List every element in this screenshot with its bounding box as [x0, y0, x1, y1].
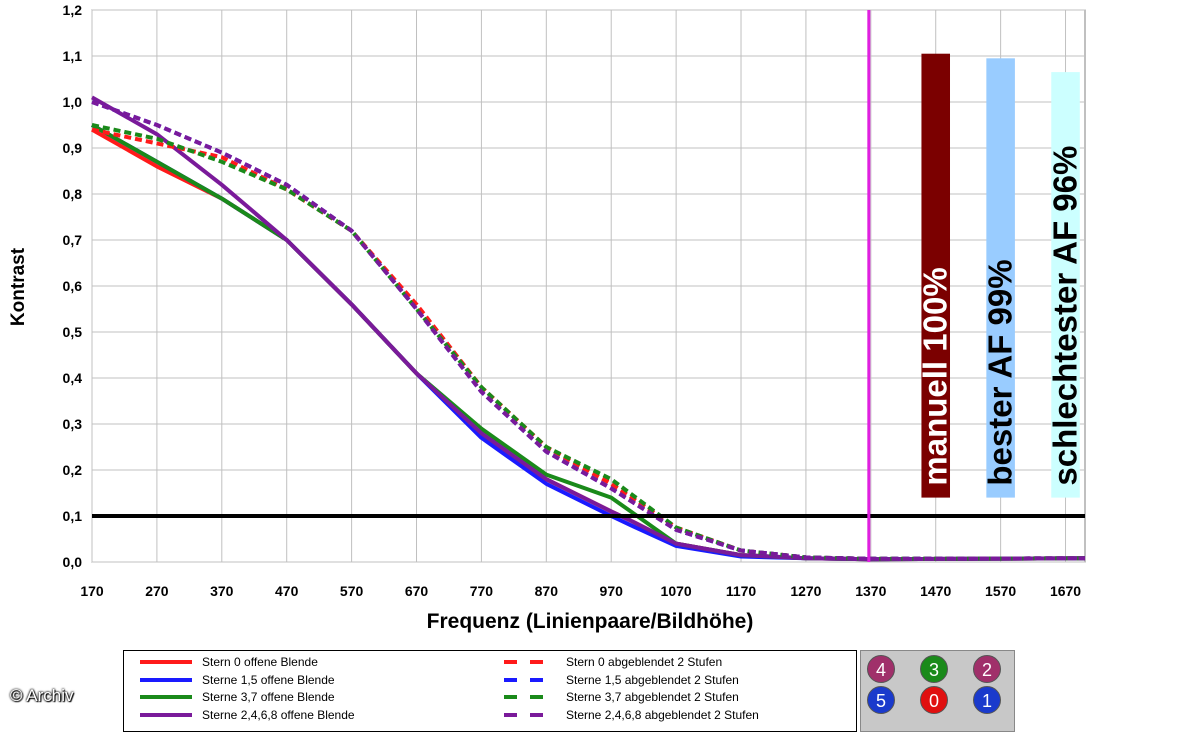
- y-tick-labels: 0,0 0,1 0,2 0,3 0,4 0,5 0,6 0,7 0,8 0,9 1,0 1,1 1,2: [63, 2, 83, 570]
- star-dot: 2: [973, 655, 1001, 683]
- x-tick-label: 470: [275, 583, 299, 599]
- bar-label: manuell 100%: [917, 267, 954, 485]
- y-tick-label: 1,2: [63, 2, 83, 18]
- y-tick-label: 0,0: [63, 554, 83, 570]
- legend-label: Stern 0 offene Blende: [202, 655, 318, 669]
- y-tick-label: 0,9: [63, 140, 83, 156]
- legend-swatch: [504, 660, 556, 664]
- y-tick-label: 0,7: [63, 232, 83, 248]
- x-tick-label: 770: [470, 583, 494, 599]
- y-tick-label: 0,6: [63, 278, 83, 294]
- copyright-text: © Archiv: [10, 686, 74, 705]
- bar-label: schlechtester AF 96%: [1047, 146, 1084, 486]
- legend-label: Sterne 1,5 offene Blende: [202, 672, 335, 687]
- x-tick-label: 1670: [1050, 583, 1081, 599]
- x-axis-label: Frequenz (Linienpaare/Bildhöhe): [427, 610, 754, 633]
- x-tick-label: 370: [210, 583, 234, 599]
- star-dot: 4: [867, 655, 895, 683]
- bar: [986, 58, 1015, 498]
- x-tick-label: 870: [535, 583, 559, 599]
- bar: [1051, 72, 1080, 498]
- y-tick-label: 0,5: [63, 324, 83, 340]
- x-tick-label: 1270: [790, 583, 821, 599]
- star-dot: 1: [973, 686, 1001, 714]
- bar-label: bester AF 99%: [982, 259, 1019, 485]
- legend: Stern 0 offene Blende Sterne 1,5 offene B…: [123, 650, 857, 732]
- x-tick-label: 1170: [726, 583, 757, 599]
- y-tick-label: 0,3: [63, 416, 83, 432]
- y-tick-label: 0,2: [63, 462, 83, 478]
- x-tick-labels: 170 270 370 470 570 670 770 870 970 1070 1170 1270 1…: [80, 583, 1081, 599]
- star-dot: 5: [867, 686, 895, 714]
- y-tick-label: 1,0: [63, 94, 83, 110]
- star-dot: 0: [920, 686, 948, 714]
- legend-label: Sterne 1,5 abgeblendet 2 Stufen: [566, 672, 739, 687]
- legend-swatch: [504, 677, 556, 682]
- x-tick-label: 970: [600, 583, 624, 599]
- bar: [921, 53, 951, 498]
- reference-lines: [92, 10, 1085, 562]
- x-tick-label: 270: [145, 583, 169, 599]
- y-tick-label: 1,1: [63, 48, 83, 64]
- x-tick-label: 1570: [985, 583, 1016, 599]
- y-axis-label: Kontrast: [8, 247, 29, 326]
- x-tick-label: 1470: [920, 583, 951, 599]
- y-tick-label: 0,8: [63, 186, 83, 202]
- legend-label: Sterne 2,4,6,8 offene Blende: [202, 707, 355, 722]
- y-tick-label: 0,4: [63, 370, 83, 386]
- series-line: [91, 100, 1086, 561]
- legend-label: Sterne 2,4,6,8 abgeblendet 2 Stufen: [566, 707, 759, 722]
- legend-label: Sterne 3,7 offene Blende: [202, 690, 335, 704]
- legend-swatch: [140, 677, 192, 682]
- x-tick-label: 670: [405, 583, 429, 599]
- y-tick-label: 0,1: [63, 508, 83, 524]
- x-tick-label: 1370: [855, 583, 886, 599]
- series-group: [91, 95, 1086, 562]
- legend-swatch: [140, 695, 192, 699]
- x-tick-label: 170: [80, 583, 104, 599]
- star-dot: 3: [920, 655, 948, 683]
- legend-swatch: [504, 712, 556, 717]
- legend-swatch: [140, 660, 192, 664]
- series-line: [91, 95, 1086, 562]
- legend-label: Stern 0 abgeblendet 2 Stufen: [566, 655, 723, 669]
- bar-group: manuell 100% bester AF 99% schlechtester A…: [917, 53, 1084, 498]
- x-tick-label: 570: [340, 583, 364, 599]
- x-tick-label: 1070: [661, 583, 692, 599]
- legend-label: Sterne 3,7 abgeblendet 2 Stufen: [566, 690, 739, 704]
- legend-swatch: [140, 712, 192, 717]
- legend-swatch: [504, 695, 556, 699]
